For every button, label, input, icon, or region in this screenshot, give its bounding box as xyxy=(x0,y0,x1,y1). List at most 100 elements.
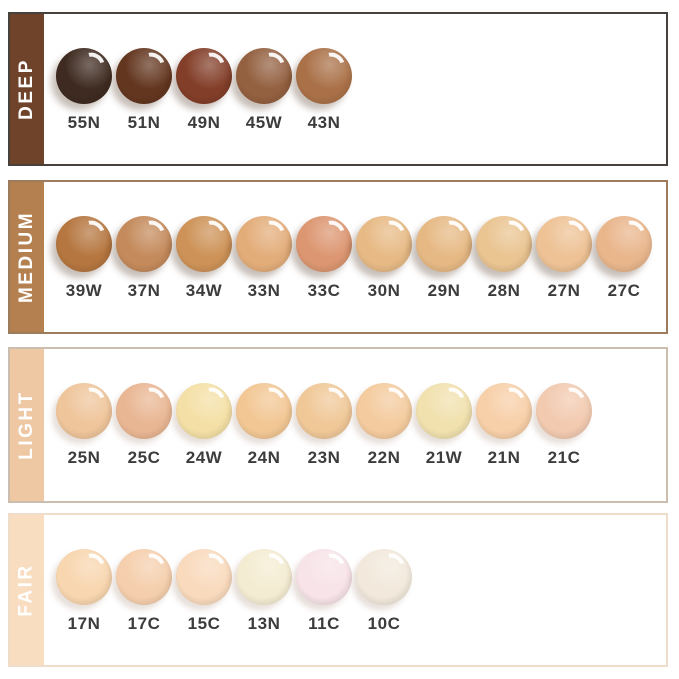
shade-swatch-37n xyxy=(116,216,172,272)
swatch-cell: 17N xyxy=(54,549,114,634)
shade-code: 33N xyxy=(247,281,281,300)
shade-code: 22N xyxy=(367,448,401,467)
swatch-cell: 30N xyxy=(354,216,414,301)
shade-code: 27N xyxy=(547,281,581,300)
shade-code: 33C xyxy=(307,281,341,300)
swatch-cell: 33C xyxy=(294,216,354,301)
swatch-cell: 34W xyxy=(174,216,234,301)
swatch-cell: 28N xyxy=(474,216,534,301)
shade-swatch-45w xyxy=(236,48,292,104)
shade-row-medium: MEDIUM 39W 37N 34W 33N 33C 30N 29N 28N 2… xyxy=(8,180,668,334)
shade-swatch-39w xyxy=(56,216,112,272)
shade-code: 24W xyxy=(185,448,223,467)
category-band: FAIR xyxy=(10,515,44,665)
swatch-cell: 24N xyxy=(234,383,294,468)
shade-swatch-34w xyxy=(176,216,232,272)
swatch-cell: 24W xyxy=(174,383,234,468)
swatch-list: 25N 25C 24W 24N 23N 22N 21W 21N 21C xyxy=(44,349,594,501)
swatch-cell: 51N xyxy=(114,48,174,133)
shade-swatch-51n xyxy=(116,48,172,104)
shade-swatch-22n xyxy=(356,383,412,439)
category-band: LIGHT xyxy=(10,349,44,501)
swatch-list: 39W 37N 34W 33N 33C 30N 29N 28N 27N 27C xyxy=(44,182,654,332)
shade-row-deep: DEEP 55N 51N 49N 45W 43N xyxy=(8,12,668,166)
shade-swatch-28n xyxy=(476,216,532,272)
swatch-cell: 45W xyxy=(234,48,294,133)
swatch-cell: 39W xyxy=(54,216,114,301)
shade-code: 49N xyxy=(187,113,221,132)
shade-code: 24N xyxy=(247,448,281,467)
shade-code: 17N xyxy=(67,614,101,633)
swatch-list: 17N 17C 15C 13N 11C 10C xyxy=(44,515,414,665)
shade-swatch-23n xyxy=(296,383,352,439)
swatch-cell: 22N xyxy=(354,383,414,468)
swatch-cell: 21C xyxy=(534,383,594,468)
shade-code: 55N xyxy=(67,113,101,132)
category-band: DEEP xyxy=(10,14,44,164)
shade-code: 21W xyxy=(425,448,463,467)
shade-code: 30N xyxy=(367,281,401,300)
shade-code: 13N xyxy=(247,614,281,633)
category-label: DEEP xyxy=(16,58,37,120)
shade-swatch-25c xyxy=(116,383,172,439)
shade-code: 21C xyxy=(547,448,581,467)
swatch-cell: 55N xyxy=(54,48,114,133)
category-label: FAIR xyxy=(16,563,37,617)
shade-code: 11C xyxy=(308,614,340,633)
shade-code: 37N xyxy=(127,281,161,300)
shade-code: 10C xyxy=(367,614,401,633)
swatch-cell: 29N xyxy=(414,216,474,301)
shade-swatch-13n xyxy=(236,549,292,605)
shade-code: 51N xyxy=(127,113,161,132)
shade-swatch-29n xyxy=(416,216,472,272)
shade-swatch-24w xyxy=(176,383,232,439)
swatch-list: 55N 51N 49N 45W 43N xyxy=(44,14,354,164)
swatch-cell: 11C xyxy=(294,549,354,634)
shade-swatch-30n xyxy=(356,216,412,272)
shade-swatch-55n xyxy=(56,48,112,104)
swatch-cell: 27C xyxy=(594,216,654,301)
category-band: MEDIUM xyxy=(10,182,44,332)
shade-row-light: LIGHT 25N 25C 24W 24N 23N 22N 21W 21N 21… xyxy=(8,347,668,503)
shade-code: 34W xyxy=(185,281,223,300)
shade-swatch-24n xyxy=(236,383,292,439)
shade-swatch-11c xyxy=(296,549,352,605)
swatch-cell: 23N xyxy=(294,383,354,468)
swatch-cell: 27N xyxy=(534,216,594,301)
swatch-cell: 49N xyxy=(174,48,234,133)
shade-swatch-25n xyxy=(56,383,112,439)
shade-swatch-27n xyxy=(536,216,592,272)
shade-code: 45W xyxy=(245,113,283,132)
shade-code: 21N xyxy=(487,448,521,467)
shade-code: 28N xyxy=(487,281,521,300)
shade-code: 25N xyxy=(67,448,101,467)
swatch-cell: 33N xyxy=(234,216,294,301)
shade-code: 17C xyxy=(127,614,161,633)
swatch-cell: 21N xyxy=(474,383,534,468)
category-label: LIGHT xyxy=(16,390,37,460)
shade-swatch-27c xyxy=(596,216,652,272)
swatch-cell: 10C xyxy=(354,549,414,634)
shade-swatch-33c xyxy=(296,216,352,272)
category-label: MEDIUM xyxy=(16,210,37,304)
shade-swatch-17n xyxy=(56,549,112,605)
shade-code: 29N xyxy=(427,281,461,300)
shade-swatch-21w xyxy=(416,383,472,439)
shade-code: 23N xyxy=(307,448,341,467)
shade-code: 25C xyxy=(127,448,161,467)
shade-code: 27C xyxy=(607,281,641,300)
swatch-cell: 17C xyxy=(114,549,174,634)
shade-swatch-10c xyxy=(356,549,412,605)
shade-swatch-49n xyxy=(176,48,232,104)
swatch-cell: 25N xyxy=(54,383,114,468)
swatch-cell: 13N xyxy=(234,549,294,634)
shade-code: 15C xyxy=(187,614,221,633)
swatch-cell: 21W xyxy=(414,383,474,468)
shade-swatch-21c xyxy=(536,383,592,439)
swatch-cell: 25C xyxy=(114,383,174,468)
shade-code: 43N xyxy=(307,113,341,132)
swatch-cell: 15C xyxy=(174,549,234,634)
shade-code: 39W xyxy=(65,281,103,300)
shade-swatch-15c xyxy=(176,549,232,605)
shade-swatch-43n xyxy=(296,48,352,104)
